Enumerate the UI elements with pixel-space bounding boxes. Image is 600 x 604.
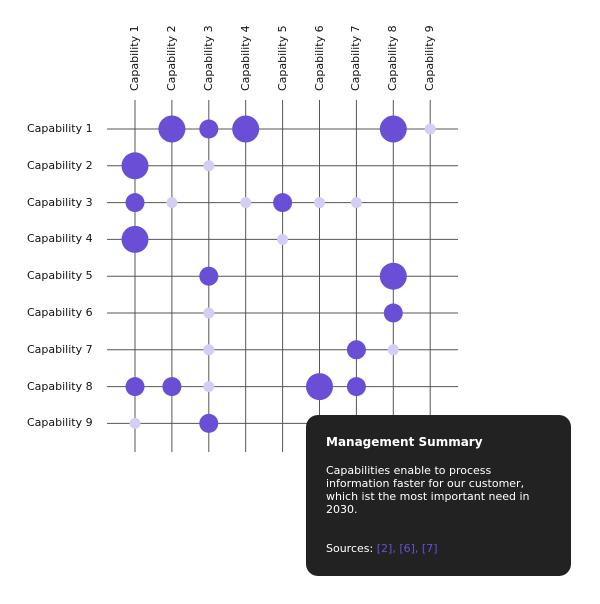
relationship-bubble xyxy=(129,417,141,429)
relationship-bubble xyxy=(125,193,145,213)
relationship-bubble xyxy=(383,303,403,323)
relationship-bubble xyxy=(203,344,215,356)
relationship-bubble xyxy=(203,160,215,172)
row-label: Capability 2 xyxy=(27,158,93,172)
row-label: Capability 3 xyxy=(27,195,93,209)
relationship-bubble xyxy=(387,344,399,356)
summary-title: Management Summary xyxy=(326,435,483,449)
column-label: Capability 2 xyxy=(164,25,178,91)
relationship-bubble xyxy=(306,373,333,401)
relationship-bubble xyxy=(162,377,182,397)
source-separator: , xyxy=(392,542,400,555)
relationship-bubble xyxy=(424,123,436,135)
relationship-bubble xyxy=(121,225,149,253)
relationship-bubble xyxy=(199,413,219,433)
relationship-bubble xyxy=(166,197,178,209)
relationship-bubble xyxy=(203,307,215,319)
relationship-bubble xyxy=(379,115,407,143)
row-label: Capability 4 xyxy=(27,232,93,246)
relationship-bubble xyxy=(125,377,145,397)
column-label: Capability 5 xyxy=(275,25,289,91)
sources-label: Sources: xyxy=(326,542,374,555)
relationship-bubble xyxy=(199,119,219,139)
column-label: Capability 7 xyxy=(349,25,363,91)
relationship-bubble xyxy=(203,381,215,393)
column-label: Capability 3 xyxy=(201,25,215,91)
source-link-6[interactable]: [6] xyxy=(399,542,415,555)
relationship-bubble xyxy=(314,197,325,209)
relationship-bubble xyxy=(379,262,407,290)
summary-sources: Sources: [2], [6], [7] xyxy=(326,542,438,555)
row-label: Capability 8 xyxy=(27,379,93,393)
row-label: Capability 1 xyxy=(27,122,93,135)
row-label: Capability 7 xyxy=(27,342,93,356)
column-label: Capability 6 xyxy=(312,25,326,91)
relationship-bubble xyxy=(350,197,362,209)
management-summary-card: Management Summary Capabilities enable t… xyxy=(306,415,571,576)
relationship-bubble xyxy=(158,115,186,143)
relationship-bubble xyxy=(273,193,293,213)
source-link-7[interactable]: [7] xyxy=(421,542,438,555)
relationship-bubble xyxy=(277,233,289,245)
row-label: Capability 5 xyxy=(27,269,93,283)
relationship-bubble xyxy=(346,340,366,360)
relationship-bubble xyxy=(199,266,219,286)
relationship-bubble xyxy=(240,197,252,209)
relationship-bubble xyxy=(121,152,149,180)
row-label: Capability 6 xyxy=(27,306,93,319)
column-label: Capability 8 xyxy=(386,25,400,91)
column-label: Capability 9 xyxy=(423,25,437,91)
relationship-bubble xyxy=(346,377,366,397)
source-link-2[interactable]: [2] xyxy=(376,542,393,555)
column-label: Capability 4 xyxy=(238,25,252,91)
column-label: Capability 1 xyxy=(128,25,141,91)
summary-body: Capabilities enable to process informati… xyxy=(326,464,530,516)
source-separator: , xyxy=(414,542,422,555)
row-label: Capability 9 xyxy=(27,416,93,430)
relationship-bubble xyxy=(232,115,260,143)
